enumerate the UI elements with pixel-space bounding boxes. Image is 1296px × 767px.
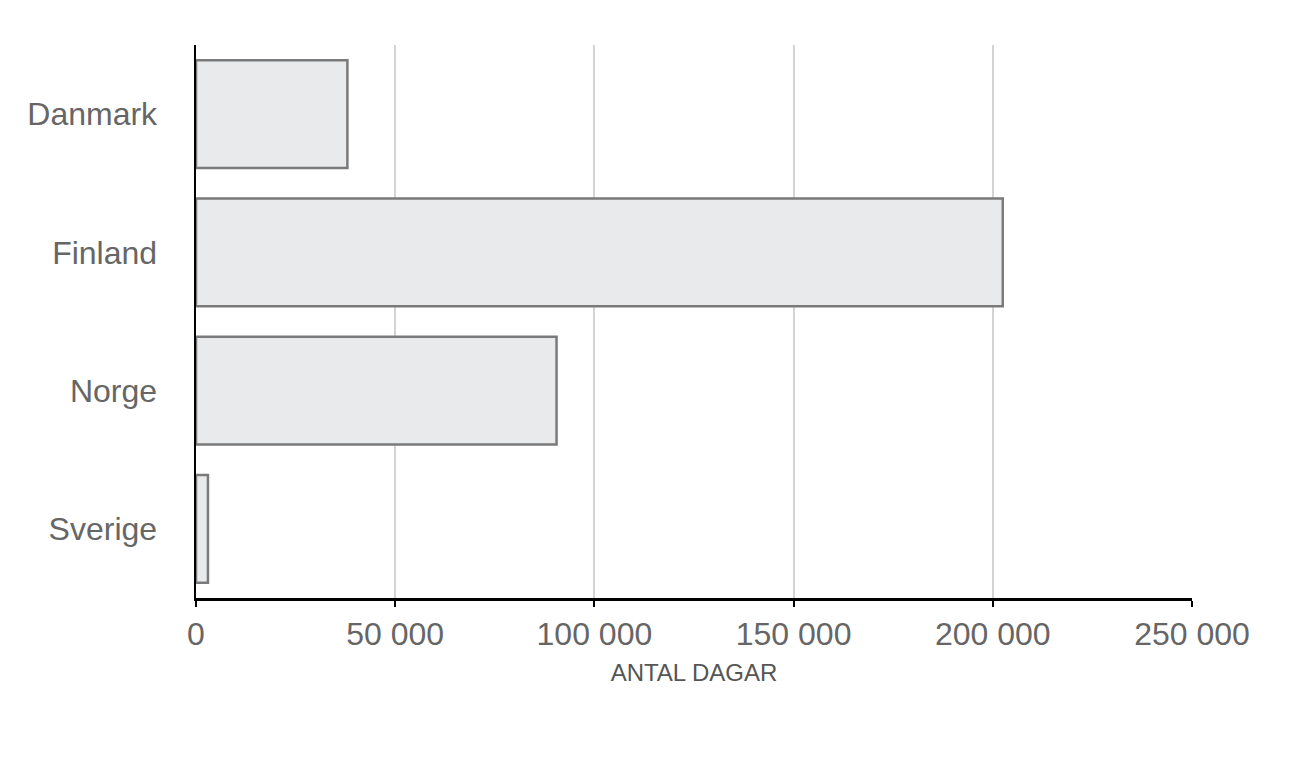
svg-text:Danmark: Danmark: [27, 96, 158, 132]
svg-text:Norge: Norge: [70, 373, 157, 409]
svg-text:ANTAL DAGAR: ANTAL DAGAR: [611, 659, 778, 686]
svg-text:50 000: 50 000: [346, 616, 444, 652]
svg-text:200 000: 200 000: [935, 616, 1051, 652]
svg-text:250 000: 250 000: [1134, 616, 1250, 652]
svg-text:100 000: 100 000: [537, 616, 653, 652]
svg-text:Finland: Finland: [52, 235, 157, 271]
svg-text:Sverige: Sverige: [49, 511, 158, 547]
svg-text:0: 0: [187, 616, 205, 652]
svg-text:150 000: 150 000: [736, 616, 852, 652]
